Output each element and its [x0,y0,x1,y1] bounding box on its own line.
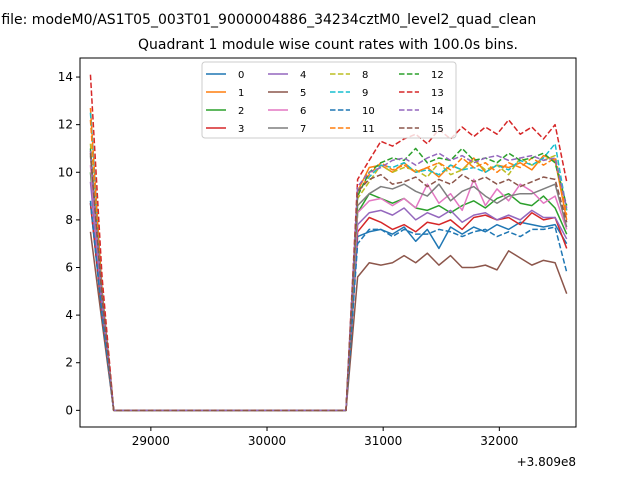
x-axis-offset-label: +3.809e8 [517,455,576,469]
series-line-4 [89,181,568,412]
series-line-11 [89,119,568,412]
chart-title: Quadrant 1 module wise count rates with … [138,37,518,53]
y-tick-label: 4 [65,308,73,322]
x-tick-label: 32000 [480,434,518,448]
y-tick-label: 12 [58,118,73,132]
legend-label-14: 14 [431,106,444,117]
legend-label-10: 10 [362,106,375,117]
series-line-15 [89,153,568,412]
y-axis: 0 2 4 6 8 10 12 14 [58,70,80,417]
legend-label-5: 5 [300,88,306,99]
legend-label-3: 3 [238,124,244,135]
series-line-1 [89,107,568,412]
plot-area [89,74,568,412]
x-tick-label: 30000 [248,434,286,448]
series-line-12 [89,147,568,412]
series-line-10 [89,200,568,412]
series-line-14 [89,150,568,412]
series-line-2 [89,172,568,412]
figure-suptitle: n file: modeM0/AS1T05_003T01_9000004886_… [0,12,536,28]
legend-label-0: 0 [238,70,244,81]
x-tick-label: 31000 [364,434,402,448]
x-axis: 29000 30000 31000 32000 [132,427,518,448]
legend-label-2: 2 [238,106,244,117]
x-tick-label: 29000 [132,434,170,448]
legend-label-13: 13 [431,88,444,99]
y-tick-label: 6 [65,260,73,274]
legend-label-9: 9 [362,88,368,99]
y-tick-label: 0 [65,403,73,417]
axes-frame [79,57,577,428]
legend-label-11: 11 [362,124,375,135]
series-line-3 [89,203,568,412]
y-tick-label: 14 [58,70,73,84]
legend-label-7: 7 [300,124,306,135]
legend-label-6: 6 [300,106,306,117]
legend-label-15: 15 [431,124,444,135]
legend-label-4: 4 [300,70,306,81]
legend-label-1: 1 [238,88,244,99]
y-tick-label: 2 [65,356,73,370]
series-line-5 [89,231,568,412]
legend-label-12: 12 [431,70,444,81]
series-line-9 [89,112,568,412]
series-line-0 [89,203,568,412]
legend-label-8: 8 [362,70,368,81]
legend-box [201,61,457,139]
y-tick-label: 10 [58,165,73,179]
series-line-7 [89,155,568,412]
y-tick-label: 8 [65,213,73,227]
